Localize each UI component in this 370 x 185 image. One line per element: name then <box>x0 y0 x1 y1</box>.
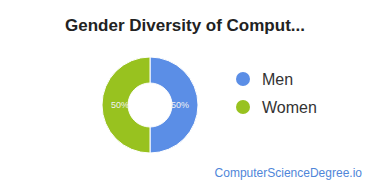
legend-label: Women <box>262 99 317 116</box>
legend-label: Men <box>262 71 293 88</box>
slice <box>102 57 150 153</box>
slice <box>150 57 198 153</box>
footer: ComputerScienceDegree.io <box>215 166 363 180</box>
data-label: 50% <box>171 100 189 110</box>
legend-marker <box>236 100 250 114</box>
title: Gender Diversity of Comput... <box>65 16 305 35</box>
data-label: 50% <box>111 100 129 110</box>
chart: Gender Diversity of Comput... 50% 50% Men Wo… <box>0 0 370 185</box>
legend-marker <box>236 72 250 86</box>
